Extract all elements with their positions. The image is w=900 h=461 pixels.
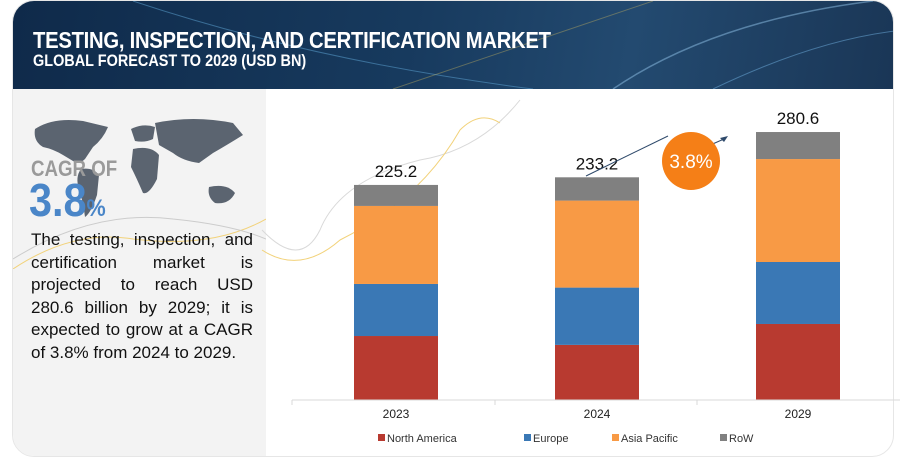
legend-label: North America	[387, 433, 458, 445]
bar-segment-asia-pacific	[555, 200, 639, 288]
bar-segment-asia-pacific	[756, 159, 840, 263]
cagr-number: 3.8	[29, 174, 87, 226]
legend-swatch	[378, 434, 385, 441]
cagr-badge	[662, 132, 720, 190]
bar-segment-europe	[354, 283, 438, 337]
infographic-frame: TESTING, INSPECTION, AND CERTIFICATION M…	[12, 0, 894, 457]
header-light-streaks	[132, 1, 893, 89]
bar-total-label: 233.2	[576, 154, 619, 173]
bar-total-label: 280.6	[777, 109, 820, 128]
cagr-label: CAGR OF	[31, 156, 118, 181]
x-tick-label: 2024	[584, 407, 611, 421]
cagr-unit: %	[86, 195, 106, 222]
summary-panel	[13, 89, 266, 456]
bar-segment-row	[756, 132, 840, 160]
page-title: TESTING, INSPECTION, AND CERTIFICATION M…	[33, 27, 551, 53]
bar-segment-row	[354, 184, 438, 206]
world-map-icon	[34, 119, 243, 217]
legend-swatch	[612, 434, 619, 441]
decorative-curve	[261, 99, 521, 251]
legend-label: Europe	[533, 433, 568, 445]
market-description: The testing, inspection, and certificati…	[31, 230, 253, 362]
decorative-curve-lines	[13, 216, 266, 269]
cagr-badge-text: 3.8%	[669, 152, 712, 173]
bar-segment-row	[555, 177, 639, 201]
bar-segment-north-america	[555, 344, 639, 400]
growth-arrow-line	[585, 135, 669, 177]
legend-label: RoW	[729, 433, 754, 445]
x-tick-label: 2023	[383, 407, 410, 421]
legend-label: Asia Pacific	[621, 433, 678, 445]
bar-total-label: 225.2	[375, 162, 418, 181]
page-subtitle: GLOBAL FORECAST TO 2029 (USD BN)	[33, 51, 307, 70]
bar-segment-europe	[555, 287, 639, 345]
legend-swatch	[720, 434, 727, 441]
bar-segment-north-america	[756, 323, 840, 400]
bar-segment-north-america	[354, 336, 438, 400]
bar-segment-asia-pacific	[354, 205, 438, 284]
bar-segment-europe	[756, 262, 840, 324]
cagr-value: 3.8%	[29, 173, 106, 227]
legend-swatch	[524, 434, 531, 441]
header-banner: TESTING, INSPECTION, AND CERTIFICATION M…	[13, 1, 893, 89]
x-tick-label: 2029	[785, 407, 812, 421]
